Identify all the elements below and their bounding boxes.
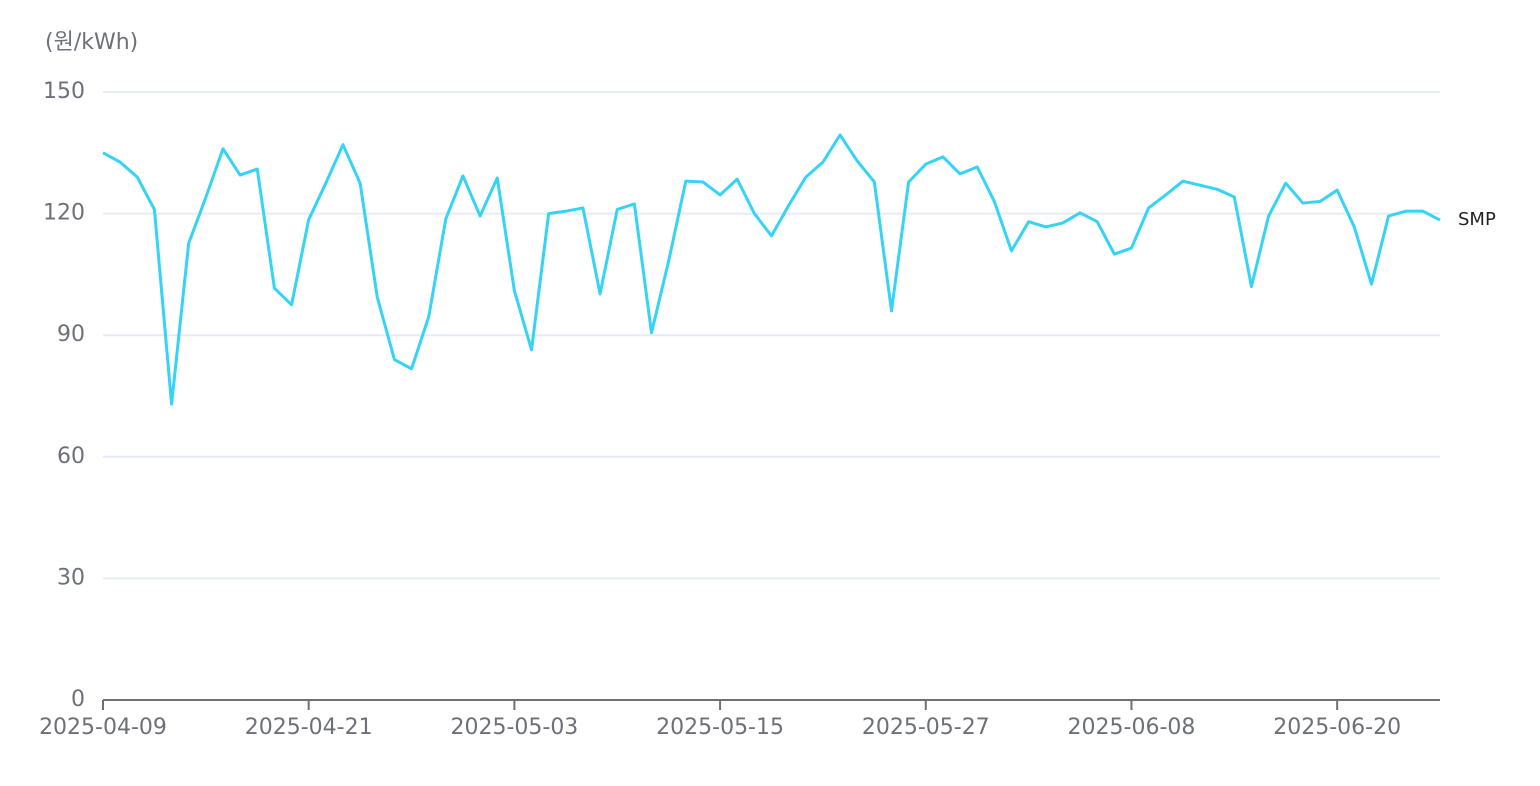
y-tick-label: 0	[71, 687, 85, 712]
x-tick-label: 2025-05-27	[862, 715, 990, 740]
x-tick-label: 2025-04-09	[39, 715, 167, 740]
x-tick-label: 2025-05-03	[450, 715, 578, 740]
y-axis-label: (원/kWh)	[45, 30, 138, 55]
x-tick-label: 2025-04-21	[245, 715, 373, 740]
x-tick-label: 2025-05-15	[656, 715, 784, 740]
y-tick-label: 60	[57, 444, 85, 469]
line	[102, 133, 1441, 406]
series-label: SMP	[1458, 209, 1496, 230]
x-tick-label: 2025-06-08	[1068, 715, 1196, 740]
y-tick-label: 120	[43, 201, 85, 226]
x-tick-label: 2025-06-20	[1273, 715, 1401, 740]
y-tick-label: 30	[57, 565, 85, 590]
y-tick-label: 90	[57, 322, 85, 347]
y-tick-label: 150	[43, 79, 85, 104]
